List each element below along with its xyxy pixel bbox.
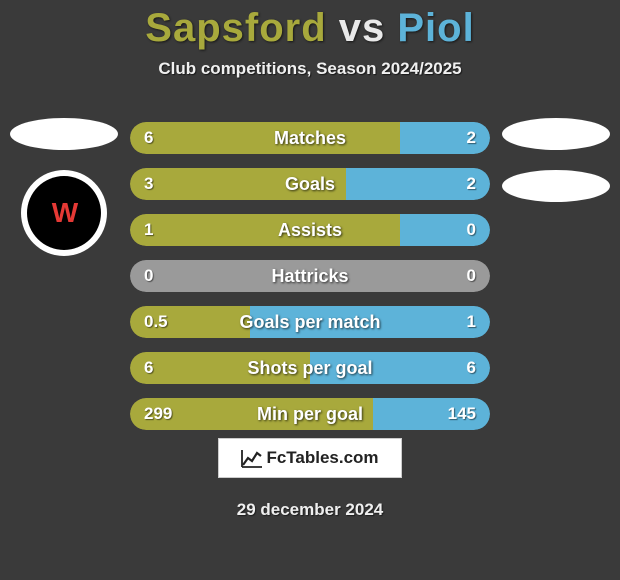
bar-row: 62Matches — [130, 122, 490, 154]
bar-label: Goals — [130, 168, 490, 200]
left-column: W — [5, 118, 123, 256]
bar-label: Shots per goal — [130, 352, 490, 384]
comparison-title: Sapsford vs Piol — [0, 0, 620, 51]
bar-label: Min per goal — [130, 398, 490, 430]
bar-label: Hattricks — [130, 260, 490, 292]
fctables-watermark: FcTables.com — [218, 438, 402, 478]
bar-row: 10Assists — [130, 214, 490, 246]
bar-row: 00Hattricks — [130, 260, 490, 292]
player2-name: Piol — [397, 6, 474, 50]
player1-portrait-oval — [10, 118, 118, 150]
player1-club-logo: W — [21, 170, 107, 256]
bar-row: 32Goals — [130, 168, 490, 200]
bar-row: 299145Min per goal — [130, 398, 490, 430]
bar-row: 0.51Goals per match — [130, 306, 490, 338]
date-text: 29 december 2024 — [0, 500, 620, 520]
player2-club-oval — [502, 170, 610, 202]
player1-name: Sapsford — [145, 6, 326, 50]
player2-portrait-oval — [502, 118, 610, 150]
bar-row: 66Shots per goal — [130, 352, 490, 384]
chart-icon — [241, 448, 263, 468]
right-column — [497, 118, 615, 222]
bar-label: Assists — [130, 214, 490, 246]
bar-label: Goals per match — [130, 306, 490, 338]
bar-label: Matches — [130, 122, 490, 154]
watermark-text: FcTables.com — [266, 448, 378, 468]
subtitle: Club competitions, Season 2024/2025 — [0, 59, 620, 79]
comparison-bars: 62Matches 32Goals 10Assists 00Hattricks 0.51… — [130, 122, 490, 444]
club-logo-mark: W — [52, 199, 76, 227]
title-vs: vs — [339, 6, 386, 50]
